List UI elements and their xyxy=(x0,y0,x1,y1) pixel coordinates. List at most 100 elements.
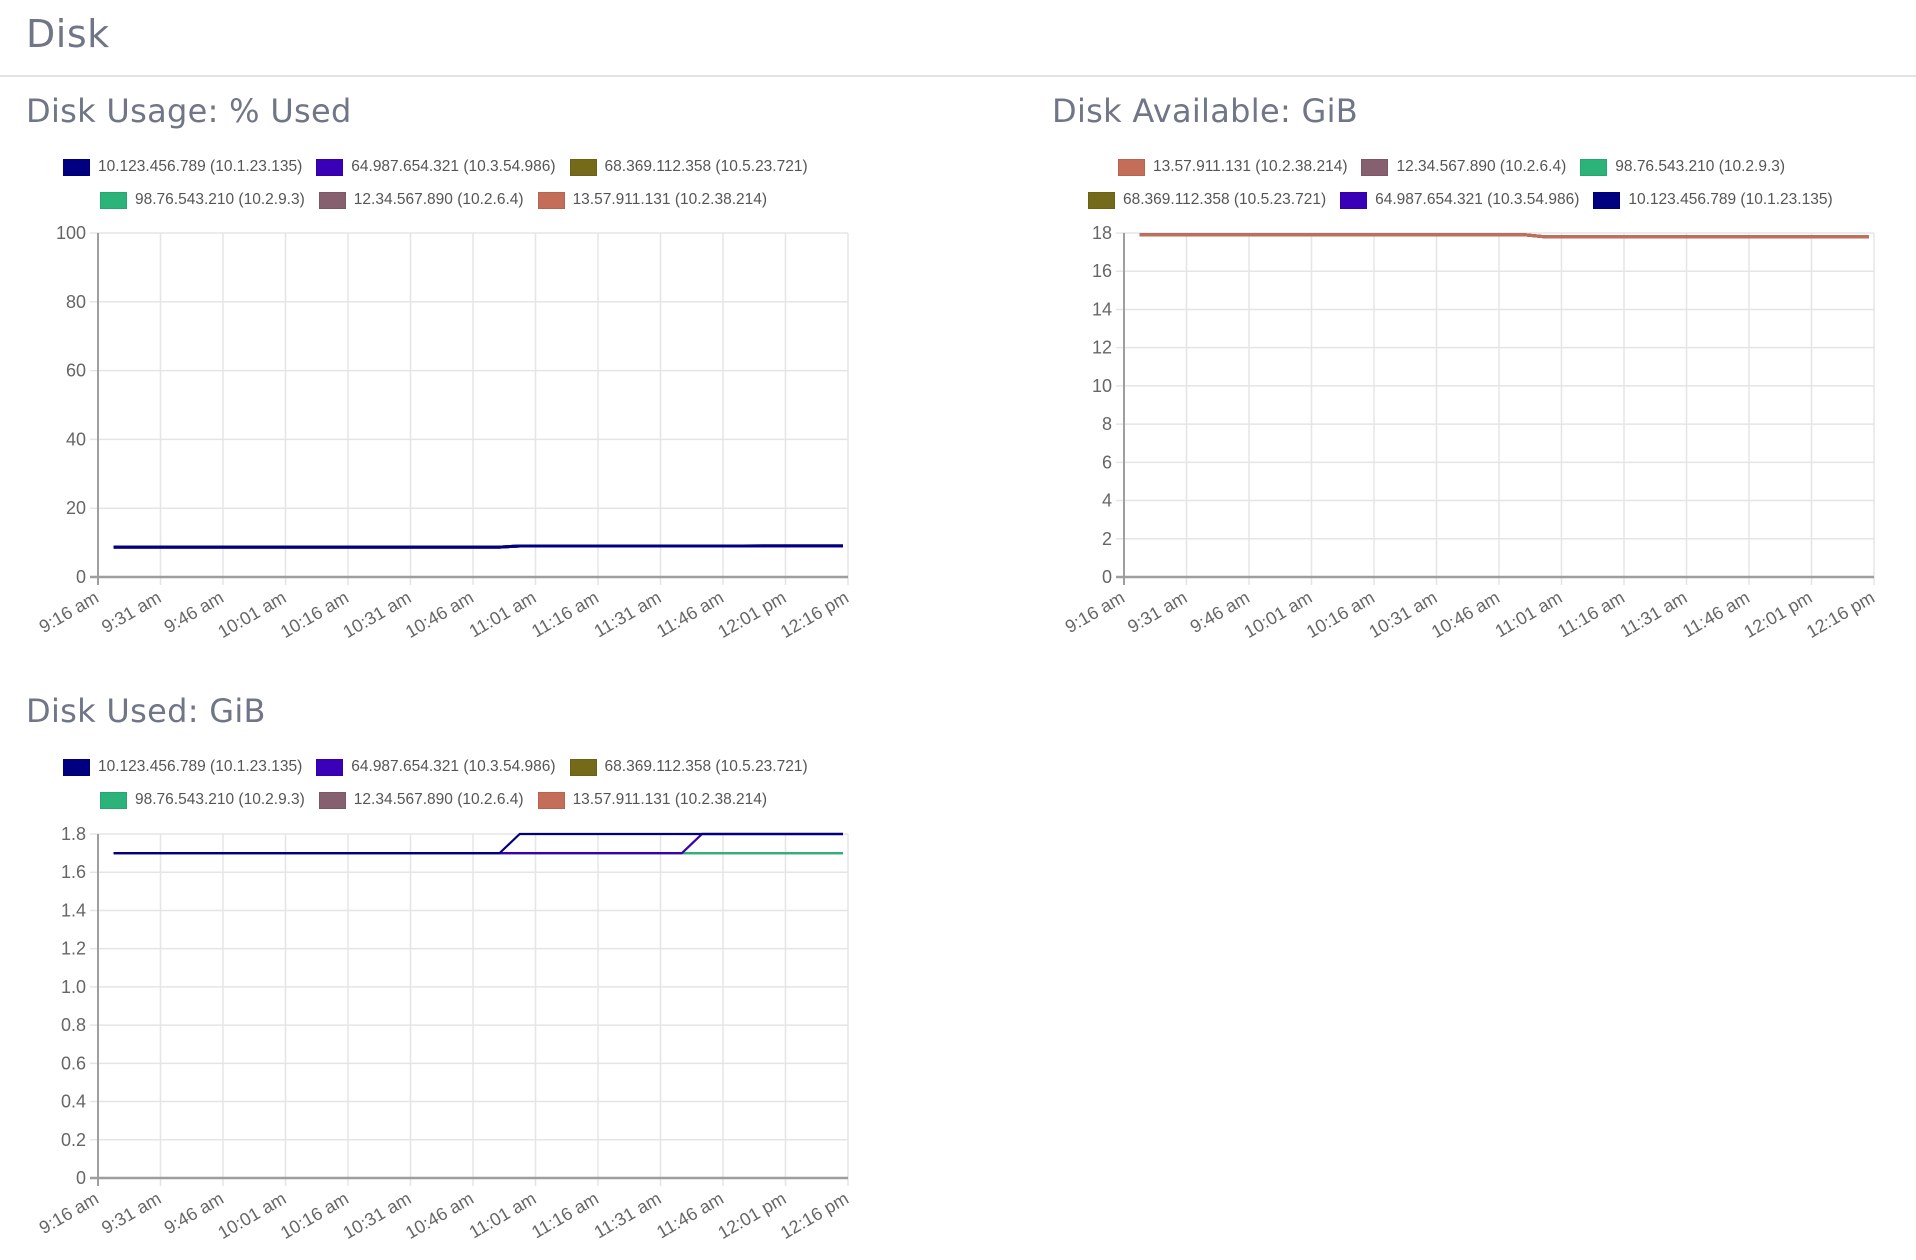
legend-item[interactable]: 68.369.112.358 (10.5.23.721) xyxy=(1088,191,1326,209)
legend-row: 10.123.456.789 (10.1.23.135) 64.987.654.3… xyxy=(63,158,822,176)
series-line[interactable] xyxy=(1139,233,1869,239)
y-tick-label: 100 xyxy=(56,223,86,243)
y-tick-label: 1.6 xyxy=(61,862,86,882)
chart-legend: 13.57.911.131 (10.2.38.214) 12.34.567.890… xyxy=(1088,158,1908,228)
x-tick-label: 12:16 pm xyxy=(777,587,852,642)
x-tick-label: 10:16 am xyxy=(1303,587,1378,642)
legend-label: 12.34.567.890 (10.2.6.4) xyxy=(353,191,524,208)
y-tick-label: 2 xyxy=(1102,529,1112,549)
x-tick-label: 10:46 am xyxy=(1428,587,1503,642)
x-tick-label: 12:01 pm xyxy=(714,1188,789,1243)
legend-item[interactable]: 13.57.911.131 (10.2.38.214) xyxy=(1118,158,1347,176)
y-tick-label: 0 xyxy=(76,567,86,587)
legend-swatch-icon xyxy=(569,158,597,176)
x-tick-label: 10:16 am xyxy=(277,1188,352,1243)
legend-item[interactable]: 68.369.112.358 (10.5.23.721) xyxy=(569,158,808,176)
legend-item[interactable]: 64.987.654.321 (10.3.54.986) xyxy=(316,158,556,176)
legend-swatch-icon xyxy=(1361,158,1389,176)
legend-swatch-icon xyxy=(537,191,565,209)
page-title: Disk xyxy=(26,12,110,56)
panel-disk-available: Disk Available: GiB 13.57.911.131 (10.2.… xyxy=(1052,92,1916,672)
legend-item[interactable]: 13.57.911.131 (10.2.38.214) xyxy=(537,191,767,209)
legend-label: 68.369.112.358 (10.5.23.721) xyxy=(1123,191,1327,208)
legend-swatch-icon xyxy=(1580,158,1608,176)
legend-label: 98.76.543.210 (10.2.9.3) xyxy=(135,191,305,208)
legend-swatch-icon xyxy=(1118,158,1145,176)
legend-item[interactable]: 10.123.456.789 (10.1.23.135) xyxy=(63,758,302,776)
x-tick-label: 10:46 am xyxy=(402,1188,477,1243)
legend-item[interactable]: 64.987.654.321 (10.3.54.986) xyxy=(316,758,556,776)
legend-item[interactable]: 12.34.567.890 (10.2.6.4) xyxy=(1361,158,1566,176)
y-tick-label: 8 xyxy=(1102,414,1112,434)
x-tick-label: 11:16 am xyxy=(528,1188,602,1242)
legend-label: 98.76.543.210 (10.2.9.3) xyxy=(135,791,305,808)
legend-swatch-icon xyxy=(316,758,344,776)
legend-swatch-icon xyxy=(316,158,344,176)
chart-title: Disk Usage: % Used xyxy=(26,92,352,130)
x-tick-label: 11:31 am xyxy=(591,587,665,641)
chart-grid: 0 0.2 0.4 0.6 0.8 1.0 1.2 1.4 1.6 1.8 9:16 am9:31 … xyxy=(36,824,852,1243)
legend-swatch-icon xyxy=(318,191,346,209)
x-tick-label: 11:46 am xyxy=(1679,587,1753,641)
legend-label: 64.987.654.321 (10.3.54.986) xyxy=(351,758,556,775)
x-tick-label: 11:31 am xyxy=(1617,587,1691,641)
legend-row: 10.123.456.789 (10.1.23.135) 64.987.654.3… xyxy=(63,758,822,776)
legend-swatch-icon xyxy=(1340,191,1368,209)
legend-item[interactable]: 10.123.456.789 (10.1.23.135) xyxy=(63,158,302,176)
legend-label: 10.123.456.789 (10.1.23.135) xyxy=(1628,191,1833,208)
y-tick-label: 80 xyxy=(66,292,86,312)
y-tick-label: 0.8 xyxy=(61,1015,86,1035)
legend-item[interactable]: 12.34.567.890 (10.2.6.4) xyxy=(318,191,524,209)
legend-label: 12.34.567.890 (10.2.6.4) xyxy=(1396,158,1567,175)
y-tick-label: 6 xyxy=(1102,452,1112,472)
y-tick-label: 1.0 xyxy=(61,977,86,997)
legend-item[interactable]: 98.76.543.210 (10.2.9.3) xyxy=(100,791,305,809)
x-tick-label: 9:31 am xyxy=(98,1188,164,1238)
panel-disk-used: Disk Used: GiB 10.123.456.789 (10.1.23.1… xyxy=(26,692,906,1260)
legend-swatch-icon xyxy=(100,791,127,809)
legend-item[interactable]: 10.123.456.789 (10.1.23.135) xyxy=(1593,191,1833,209)
legend-item[interactable]: 98.76.543.210 (10.2.9.3) xyxy=(100,191,305,209)
y-tick-label: 0.6 xyxy=(61,1053,86,1073)
legend-item[interactable]: 64.987.654.321 (10.3.54.986) xyxy=(1340,191,1579,209)
chart-title: Disk Used: GiB xyxy=(26,692,266,730)
panel-disk-usage: Disk Usage: % Used 10.123.456.789 (10.1.… xyxy=(26,92,906,672)
legend-swatch-icon xyxy=(100,191,127,209)
legend-label: 13.57.911.131 (10.2.38.214) xyxy=(572,791,768,808)
x-tick-label: 9:16 am xyxy=(36,1188,102,1238)
legend-row: 98.76.543.210 (10.2.9.3) 12.34.567.890 (1… xyxy=(100,191,781,209)
y-tick-label: 1.2 xyxy=(61,939,86,959)
legend-label: 10.123.456.789 (10.1.23.135) xyxy=(98,758,303,775)
series-line[interactable] xyxy=(113,832,843,855)
chart-title: Disk Available: GiB xyxy=(1052,92,1359,130)
y-tick-label: 16 xyxy=(1092,261,1112,281)
y-tick-label: 0.2 xyxy=(61,1130,86,1150)
legend-swatch-icon xyxy=(1088,191,1115,209)
x-tick-label: 10:16 am xyxy=(277,587,352,642)
x-tick-label: 11:16 am xyxy=(528,587,602,641)
line-chart-disk-used: 0 0.2 0.4 0.6 0.8 1.0 1.2 1.4 1.6 1.8 9:16 am9:31 … xyxy=(36,824,852,1243)
x-tick-label: 9:31 am xyxy=(1124,587,1190,637)
legend-swatch-icon xyxy=(63,158,90,176)
y-tick-label: 12 xyxy=(1092,338,1112,358)
legend-label: 68.369.112.358 (10.5.23.721) xyxy=(604,758,808,775)
series-line[interactable] xyxy=(113,544,843,549)
legend-swatch-icon xyxy=(318,791,346,809)
y-tick-label: 40 xyxy=(66,429,86,449)
legend-label: 12.34.567.890 (10.2.6.4) xyxy=(353,791,524,808)
legend-item[interactable]: 12.34.567.890 (10.2.6.4) xyxy=(318,791,524,809)
x-tick-label: 9:16 am xyxy=(1062,587,1128,637)
legend-item[interactable]: 13.57.911.131 (10.2.38.214) xyxy=(537,791,768,809)
chart-legend: 10.123.456.789 (10.1.23.135) 64.987.654.3… xyxy=(63,758,883,828)
x-tick-label: 10:31 am xyxy=(339,1188,414,1243)
legend-item[interactable]: 98.76.543.210 (10.2.9.3) xyxy=(1580,158,1785,176)
legend-label: 64.987.654.321 (10.3.54.986) xyxy=(351,158,556,175)
legend-item[interactable]: 68.369.112.358 (10.5.23.721) xyxy=(569,758,808,776)
x-tick-label: 10:01 am xyxy=(1240,587,1315,642)
x-tick-label: 11:31 am xyxy=(591,1188,665,1242)
x-tick-label: 9:31 am xyxy=(98,587,164,637)
